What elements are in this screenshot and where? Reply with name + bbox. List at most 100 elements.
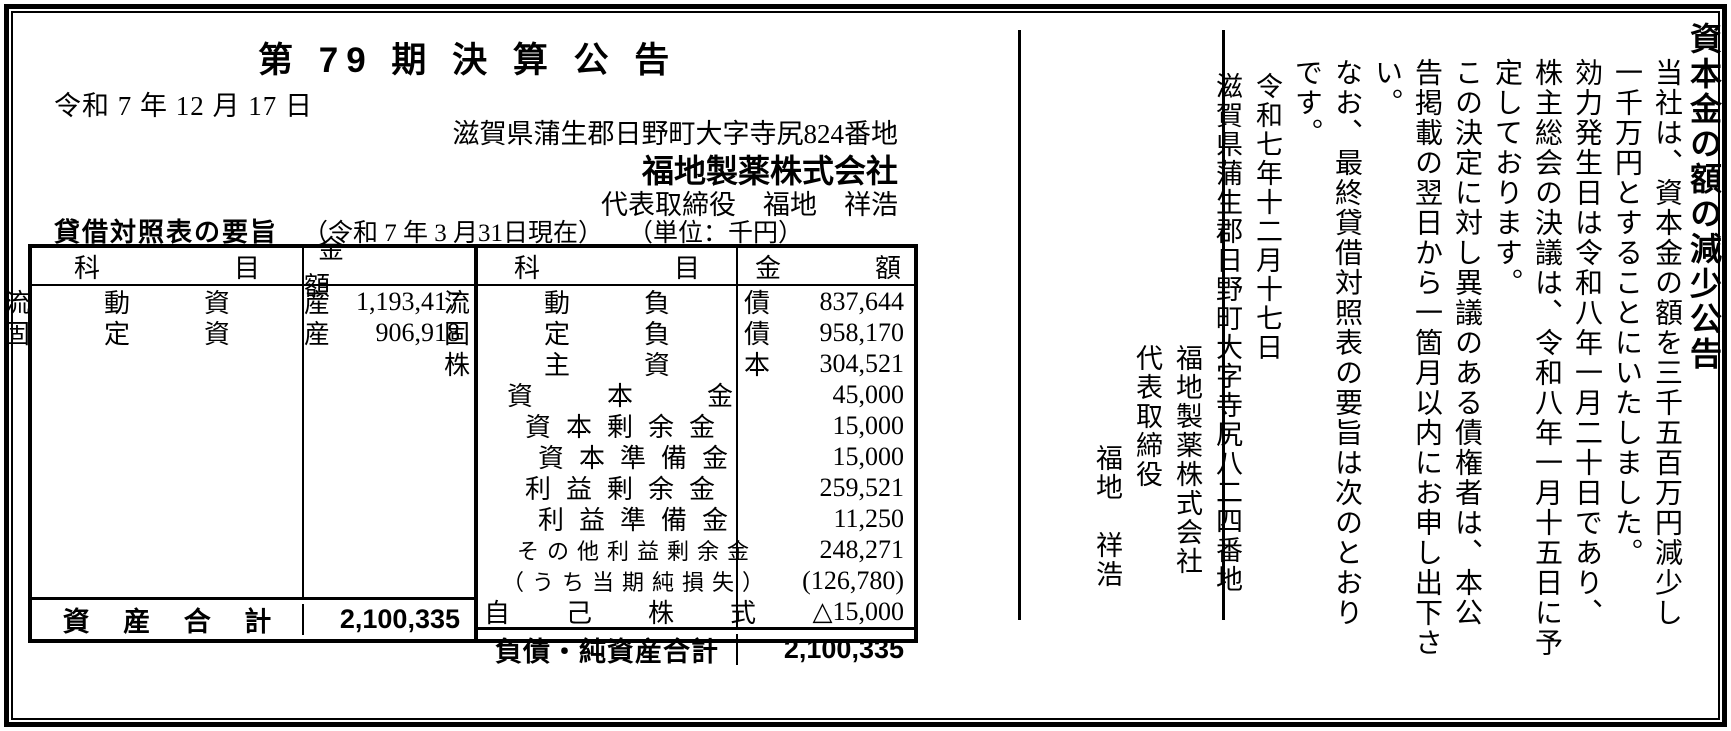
notice-line: です。 [1291, 58, 1322, 148]
liability-item-label: 流 動 負 債 [444, 289, 795, 318]
panel-divider-2 [1222, 30, 1225, 620]
liability-item-amount: 958,170 [819, 317, 905, 347]
table-row: 15,000 [738, 441, 918, 472]
table-row: 流 動 資 産 [4, 286, 355, 318]
assets-header-item: 科 目 [73, 253, 274, 283]
liability-item-amount: 259,521 [819, 472, 905, 502]
asset-item-amount: 1,193,417 [356, 286, 460, 316]
assets-amount-column: 1,193,417 906,918 [302, 286, 474, 597]
liability-item-label: 資 本 金 [507, 382, 758, 411]
liabilities-total-row: 負債・純資産合計 2,100,335 [478, 627, 918, 669]
liabilities-total-amount: 2,100,335 [736, 634, 918, 665]
liability-item-amount: 45,000 [832, 379, 905, 409]
liabilities-amount-column: 837,644 958,170 304,521 45,000 15,000 15,000 2… [736, 286, 918, 627]
balance-sheet-caption: 貸借対照表の要旨 （令和 7 年 3 月31日現在） （単位：千円） [54, 212, 803, 249]
assets-total-row: 資 産 合 計 2,100,335 [32, 597, 474, 639]
settlement-announcement-panel: 第 79 期 決 算 公 告 令和 7 年 12 月 17 日 滋賀県蒲生郡日野… [4, 16, 1018, 716]
table-row: 11,250 [738, 503, 918, 534]
liability-item-amount: (126,780) [802, 565, 904, 595]
notice-line: 株主総会の決議は、令和八年一月十五日に予 [1531, 58, 1562, 658]
liability-item-label: 資本剰余金 [524, 413, 730, 442]
table-row: 利益剰余金 [478, 472, 736, 504]
capital-reduction-notice-panel: 資本金の額の減少公告 当社は、資本金の額を三千五百万円減少し 一千万円とすることにい… [1030, 14, 1722, 714]
notice-line: 告掲載の翌日から一箇月以内にお申し出下さ [1411, 58, 1442, 658]
liability-item-label: 利益準備金 [538, 506, 744, 535]
representative-line: 代表取締役 福地 祥浩 [601, 190, 898, 220]
publication-date: 令和 7 年 12 月 17 日 [54, 91, 313, 121]
asset-item-label: 流 動 資 産 [4, 289, 355, 318]
liability-item-amount: 15,000 [832, 441, 905, 471]
table-row: △15,000 [738, 596, 918, 627]
liability-item-label: 資本準備金 [538, 444, 744, 473]
assets-section: 科 目 金 額 流 動 資 産固 定 資 産 1,193,417 906,918 … [4, 235, 474, 639]
table-row: 利益準備金 [478, 503, 744, 535]
liability-item-amount: 15,000 [832, 410, 905, 440]
notice-representative-name: 福地 祥浩 [1092, 444, 1122, 589]
company-address: 滋賀県蒲生郡日野町大字寺尻824番地 [452, 119, 899, 149]
balance-sheet-as-of-date: （令和 7 年 3 月31日現在） [303, 220, 604, 247]
table-row: 45,000 [738, 379, 918, 410]
table-row: 自 己 株 式 [478, 596, 772, 628]
notice-line: 効力発生日は令和八年一月二十日であり、 [1571, 58, 1602, 628]
liabilities-total-label: 負債・純資産合計 [495, 637, 719, 667]
balance-sheet-table: 科 目 金 額 流 動 資 産固 定 資 産 1,193,417 906,918 … [4, 235, 918, 667]
liabilities-header-item: 科 目 [513, 253, 714, 283]
assets-header-amount: 金 額 [302, 235, 474, 301]
outer-border [4, 4, 1727, 727]
liability-item-amount: 304,521 [819, 348, 905, 378]
table-row: 15,000 [738, 410, 918, 441]
liabilities-header-amount: 金 額 [736, 248, 918, 284]
page-title: 第 79 期 決 算 公 告 [258, 41, 678, 80]
notice-line: い。 [1371, 58, 1402, 118]
inner-border [11, 11, 1720, 720]
notice-company-name: 福地製薬株式会社 [1172, 344, 1202, 576]
liability-item-amount: △15,000 [812, 596, 905, 626]
table-row: (126,780) [738, 565, 918, 596]
notice-address: 滋賀県蒲生郡日野町大字寺尻八二四番地 [1212, 72, 1242, 594]
table-row: 1,193,417 [304, 286, 474, 317]
liability-item-label: 株 主 資 本 [444, 351, 795, 380]
liability-item-label: その他利益剰余金 [517, 538, 758, 564]
table-row: 資 本 金 [478, 379, 758, 411]
assets-total-amount: 2,100,335 [302, 604, 474, 635]
notice-line: 定しております。 [1491, 58, 1522, 298]
assets-total-label: 資 産 合 計 [62, 607, 285, 637]
table-row: 248,271 [738, 534, 918, 565]
table-row: 資本準備金 [478, 441, 744, 473]
table-row: 259,521 [738, 472, 918, 503]
asset-item-amount: 906,918 [375, 317, 461, 347]
notice-line: 当社は、資本金の額を三千五百万円減少し [1651, 58, 1682, 628]
liability-item-label: （うち当期純損失） [502, 569, 773, 595]
table-row: （うち当期純損失） [478, 565, 773, 596]
table-row: 固 定 資 産 [4, 317, 355, 349]
notice-line: なお、最終貸借対照表の要旨は次のとおり [1331, 58, 1362, 628]
notice-heading: 資本金の額の減少公告 [1686, 22, 1722, 372]
panel-divider-1 [1018, 30, 1021, 620]
notice-line: 一千万円とすることにいたしました。 [1611, 58, 1642, 568]
liability-item-amount: 11,250 [833, 503, 904, 533]
liability-item-amount: 248,271 [819, 534, 905, 564]
balance-sheet-unit: （単位：千円） [628, 220, 804, 247]
assets-item-column: 流 動 資 産固 定 資 産 [4, 286, 355, 597]
assets-body: 流 動 資 産固 定 資 産 1,193,417 906,918 資 産 合 計 … [4, 286, 474, 639]
table-row: 流 動 負 債 [444, 286, 795, 318]
table-row: 906,918 [304, 317, 474, 348]
assets-header-row: 科 目 金 額 [32, 235, 474, 301]
table-row: 固 定 負 債 [444, 317, 795, 349]
table-row: 株 主 資 本 [444, 348, 795, 380]
asset-item-label: 固 定 資 産 [4, 320, 355, 349]
table-row: 304,521 [738, 348, 918, 379]
balance-sheet-caption-title: 貸借対照表の要旨 [54, 217, 279, 247]
liability-item-label: 利益剰余金 [524, 475, 730, 504]
notice-line: この決定に対し異議のある債権者は、本公 [1451, 58, 1482, 628]
table-row: 958,170 [738, 317, 918, 348]
notice-date: 令和七年十二月十七日 [1252, 72, 1282, 362]
liability-item-label: 自 己 株 式 [484, 599, 772, 628]
liability-item-amount: 837,644 [819, 286, 905, 316]
liabilities-equity-section: 科 目 金 額 流 動 負 債固 定 負 債株 主 資 本資 本 金資本剰余金資… [444, 248, 918, 667]
liabilities-body: 流 動 負 債固 定 負 債株 主 資 本資 本 金資本剰余金 資本準備金 利益剰余… [444, 286, 918, 669]
liability-item-label: 固 定 負 債 [444, 320, 795, 349]
table-row: 資本剰余金 [478, 410, 736, 442]
company-name: 福地製薬株式会社 [641, 153, 898, 189]
